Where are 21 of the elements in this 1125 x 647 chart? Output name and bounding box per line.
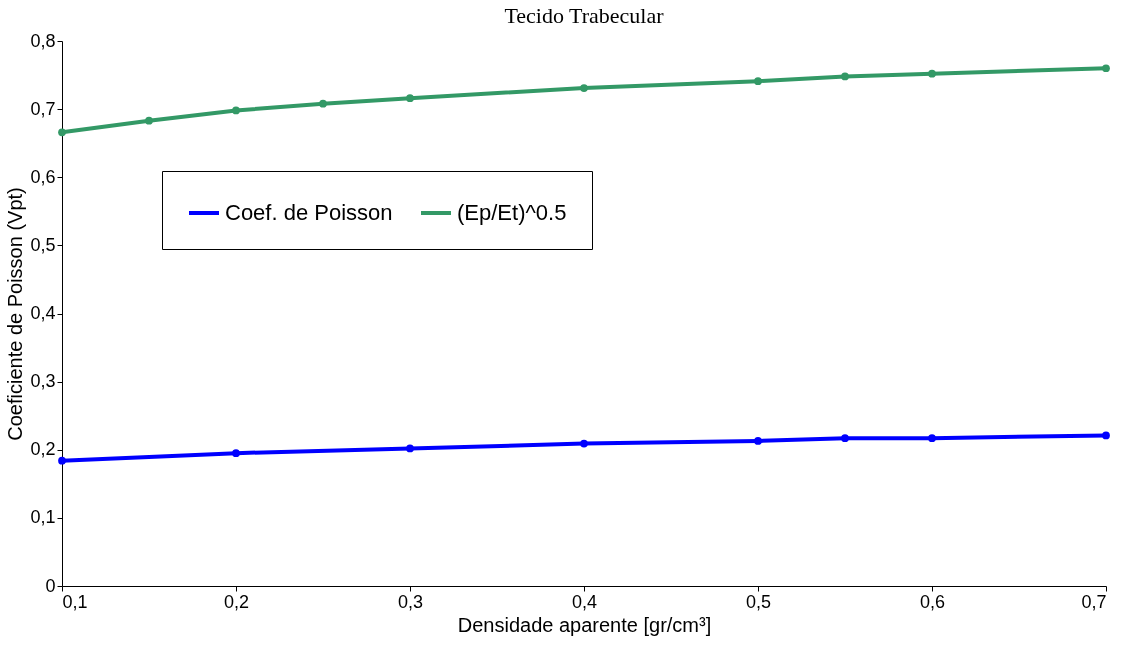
y-tick-label: 0,7	[30, 98, 56, 119]
x-axis-title: Densidade aparente [gr/cm³]	[457, 613, 712, 636]
y-tick-label: 0,3	[30, 371, 56, 392]
chart-title: Tecido Trabecular	[504, 3, 665, 28]
x-tick-label: 0,6	[919, 591, 946, 612]
x-tick-label: 0,7	[1081, 591, 1107, 612]
x-tick-label: 0,2	[223, 591, 250, 612]
x-tick-label: 0,3	[397, 591, 424, 612]
y-tick-label: 0,2	[30, 439, 56, 460]
y-tick-label: 0,6	[30, 166, 56, 187]
x-tick-label: 0,4	[571, 591, 598, 612]
x-tick-label: 0,1	[62, 591, 88, 612]
y-tick-label: 0,8	[30, 30, 56, 51]
y-tick-label: 0,4	[30, 303, 56, 323]
y-tick-label: 0,1	[30, 507, 56, 528]
x-tick-label: 0,5	[745, 591, 772, 612]
y-tick-label: 0,5	[30, 234, 56, 255]
y-tick-label: 0	[45, 575, 56, 596]
legend-label: Coef. de Poisson	[225, 200, 393, 225]
legend-label: (Ep/Et)^0.5	[457, 200, 567, 225]
y-axis-title: Coeficiente de Poisson (Vpt)	[4, 187, 27, 441]
